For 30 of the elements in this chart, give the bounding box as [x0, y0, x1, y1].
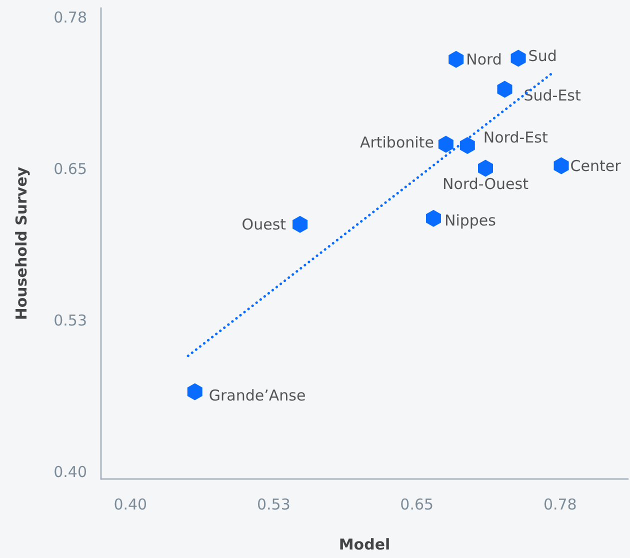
- annotation: Center: [570, 156, 622, 175]
- x-tick-label: 0.65: [400, 496, 434, 514]
- x-tick-label: 0.53: [256, 496, 290, 514]
- point: [187, 383, 202, 400]
- y-tick-label: 0.65: [54, 160, 87, 178]
- point: [478, 160, 494, 177]
- x-tick-label: 0.40: [114, 496, 148, 514]
- point: [292, 216, 308, 233]
- annotation: Artibonite: [360, 133, 434, 152]
- point: [448, 50, 464, 68]
- annotation: Sud: [528, 47, 557, 66]
- annotation: Nord: [466, 50, 502, 68]
- point: [554, 157, 569, 174]
- y-tick-label: 0.53: [54, 311, 87, 330]
- point: [438, 136, 454, 153]
- x-tick-label: 0.78: [543, 496, 577, 514]
- annotation: Sud-Est: [524, 86, 581, 104]
- annotation: Nord-Ouest: [442, 175, 529, 194]
- annotation: Grande’Anse: [208, 386, 306, 405]
- point: [426, 210, 441, 227]
- y-tick-label: 0.40: [54, 462, 87, 481]
- x-axis-title: Model: [338, 536, 390, 554]
- y-tick-label: 0.78: [54, 8, 87, 27]
- point: [497, 80, 512, 98]
- annotation: Nippes: [444, 211, 496, 230]
- y-axis-title: Household Survey: [12, 166, 30, 320]
- annotation: Ouest: [242, 215, 286, 234]
- point: [460, 136, 475, 154]
- point: [510, 50, 526, 67]
- annotation: Nord-Est: [483, 128, 548, 146]
